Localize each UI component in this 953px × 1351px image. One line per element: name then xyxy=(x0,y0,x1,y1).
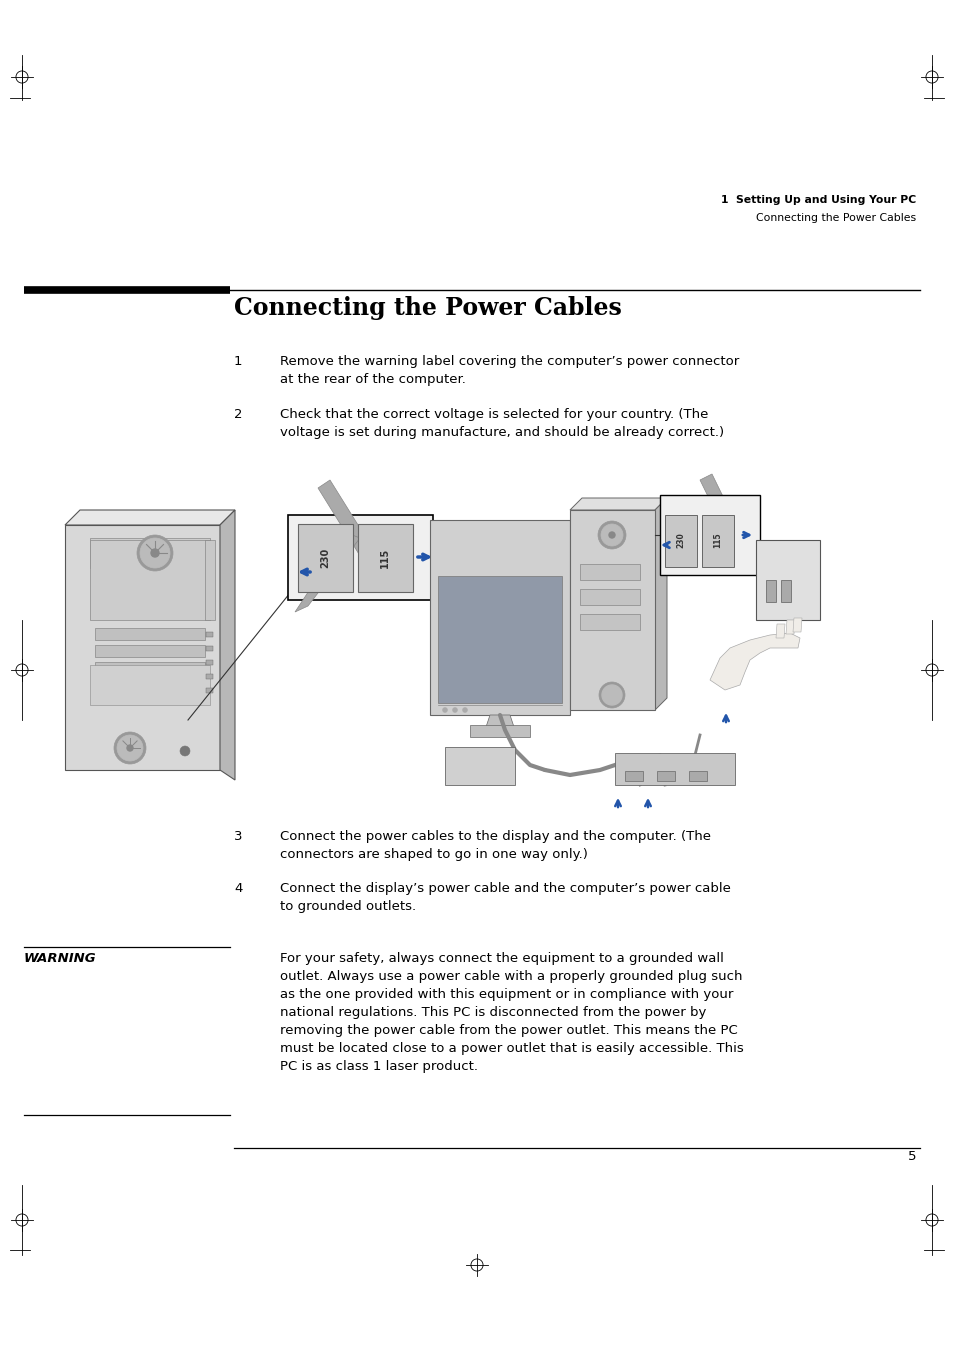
FancyBboxPatch shape xyxy=(90,538,210,567)
Text: 1: 1 xyxy=(233,355,242,367)
FancyBboxPatch shape xyxy=(90,665,210,705)
FancyBboxPatch shape xyxy=(95,628,205,640)
Polygon shape xyxy=(792,617,801,632)
FancyBboxPatch shape xyxy=(288,515,433,600)
Polygon shape xyxy=(65,509,234,526)
Polygon shape xyxy=(785,620,794,634)
Text: Check that the correct voltage is selected for your country. (The
voltage is set: Check that the correct voltage is select… xyxy=(280,408,723,439)
Circle shape xyxy=(598,521,625,549)
Text: For your safety, always connect the equipment to a grounded wall
outlet. Always : For your safety, always connect the equi… xyxy=(280,952,743,1073)
FancyBboxPatch shape xyxy=(579,613,639,630)
Text: 2: 2 xyxy=(233,408,242,422)
Text: Connect the display’s power cable and the computer’s power cable
to grounded out: Connect the display’s power cable and th… xyxy=(280,882,730,913)
FancyBboxPatch shape xyxy=(569,509,655,711)
FancyBboxPatch shape xyxy=(579,563,639,580)
FancyBboxPatch shape xyxy=(579,589,639,605)
FancyBboxPatch shape xyxy=(781,580,790,603)
Circle shape xyxy=(452,708,457,712)
FancyBboxPatch shape xyxy=(206,661,213,665)
Text: 230: 230 xyxy=(676,532,685,549)
Circle shape xyxy=(113,732,146,765)
FancyBboxPatch shape xyxy=(624,771,642,781)
Polygon shape xyxy=(700,474,733,526)
Circle shape xyxy=(117,735,143,761)
FancyBboxPatch shape xyxy=(430,520,569,715)
Circle shape xyxy=(180,746,190,757)
Text: Connect the power cables to the display and the computer. (The
connectors are sh: Connect the power cables to the display … xyxy=(280,830,710,861)
Polygon shape xyxy=(655,499,666,711)
FancyBboxPatch shape xyxy=(205,540,214,620)
FancyBboxPatch shape xyxy=(65,526,220,770)
Text: Connecting the Power Cables: Connecting the Power Cables xyxy=(233,296,621,320)
Text: Connecting the Power Cables: Connecting the Power Cables xyxy=(755,213,915,223)
FancyBboxPatch shape xyxy=(297,524,353,592)
FancyBboxPatch shape xyxy=(755,540,820,620)
FancyBboxPatch shape xyxy=(95,662,205,674)
Circle shape xyxy=(137,535,172,571)
Circle shape xyxy=(442,708,447,712)
FancyBboxPatch shape xyxy=(206,646,213,651)
Text: 115: 115 xyxy=(379,549,390,569)
Text: 5: 5 xyxy=(906,1150,915,1163)
Circle shape xyxy=(601,685,621,705)
Circle shape xyxy=(140,538,170,567)
FancyBboxPatch shape xyxy=(357,524,413,592)
Circle shape xyxy=(598,682,624,708)
Polygon shape xyxy=(317,480,388,580)
Text: 115: 115 xyxy=(713,532,721,547)
FancyBboxPatch shape xyxy=(701,515,733,567)
Polygon shape xyxy=(569,499,666,509)
FancyBboxPatch shape xyxy=(437,577,561,703)
Text: 4: 4 xyxy=(233,882,242,894)
Polygon shape xyxy=(220,509,234,780)
Polygon shape xyxy=(484,715,515,730)
Circle shape xyxy=(600,524,622,546)
FancyBboxPatch shape xyxy=(765,580,775,603)
FancyBboxPatch shape xyxy=(470,725,530,738)
Polygon shape xyxy=(294,534,359,612)
FancyBboxPatch shape xyxy=(659,494,760,576)
Circle shape xyxy=(151,549,159,557)
Text: WARNING: WARNING xyxy=(24,952,96,965)
FancyBboxPatch shape xyxy=(90,540,210,620)
Polygon shape xyxy=(775,624,784,638)
Circle shape xyxy=(608,532,615,538)
FancyBboxPatch shape xyxy=(444,747,515,785)
Circle shape xyxy=(462,708,467,712)
Text: 1  Setting Up and Using Your PC: 1 Setting Up and Using Your PC xyxy=(720,195,915,205)
FancyBboxPatch shape xyxy=(688,771,706,781)
Text: 3: 3 xyxy=(233,830,242,843)
FancyBboxPatch shape xyxy=(206,688,213,693)
FancyBboxPatch shape xyxy=(664,515,697,567)
Circle shape xyxy=(127,744,132,751)
Text: 230: 230 xyxy=(319,549,330,569)
FancyBboxPatch shape xyxy=(206,674,213,680)
Text: Remove the warning label covering the computer’s power connector
at the rear of : Remove the warning label covering the co… xyxy=(280,355,739,386)
FancyBboxPatch shape xyxy=(95,680,205,690)
FancyBboxPatch shape xyxy=(206,632,213,638)
FancyBboxPatch shape xyxy=(657,771,675,781)
Polygon shape xyxy=(709,634,800,690)
FancyBboxPatch shape xyxy=(95,644,205,657)
FancyBboxPatch shape xyxy=(615,753,734,785)
